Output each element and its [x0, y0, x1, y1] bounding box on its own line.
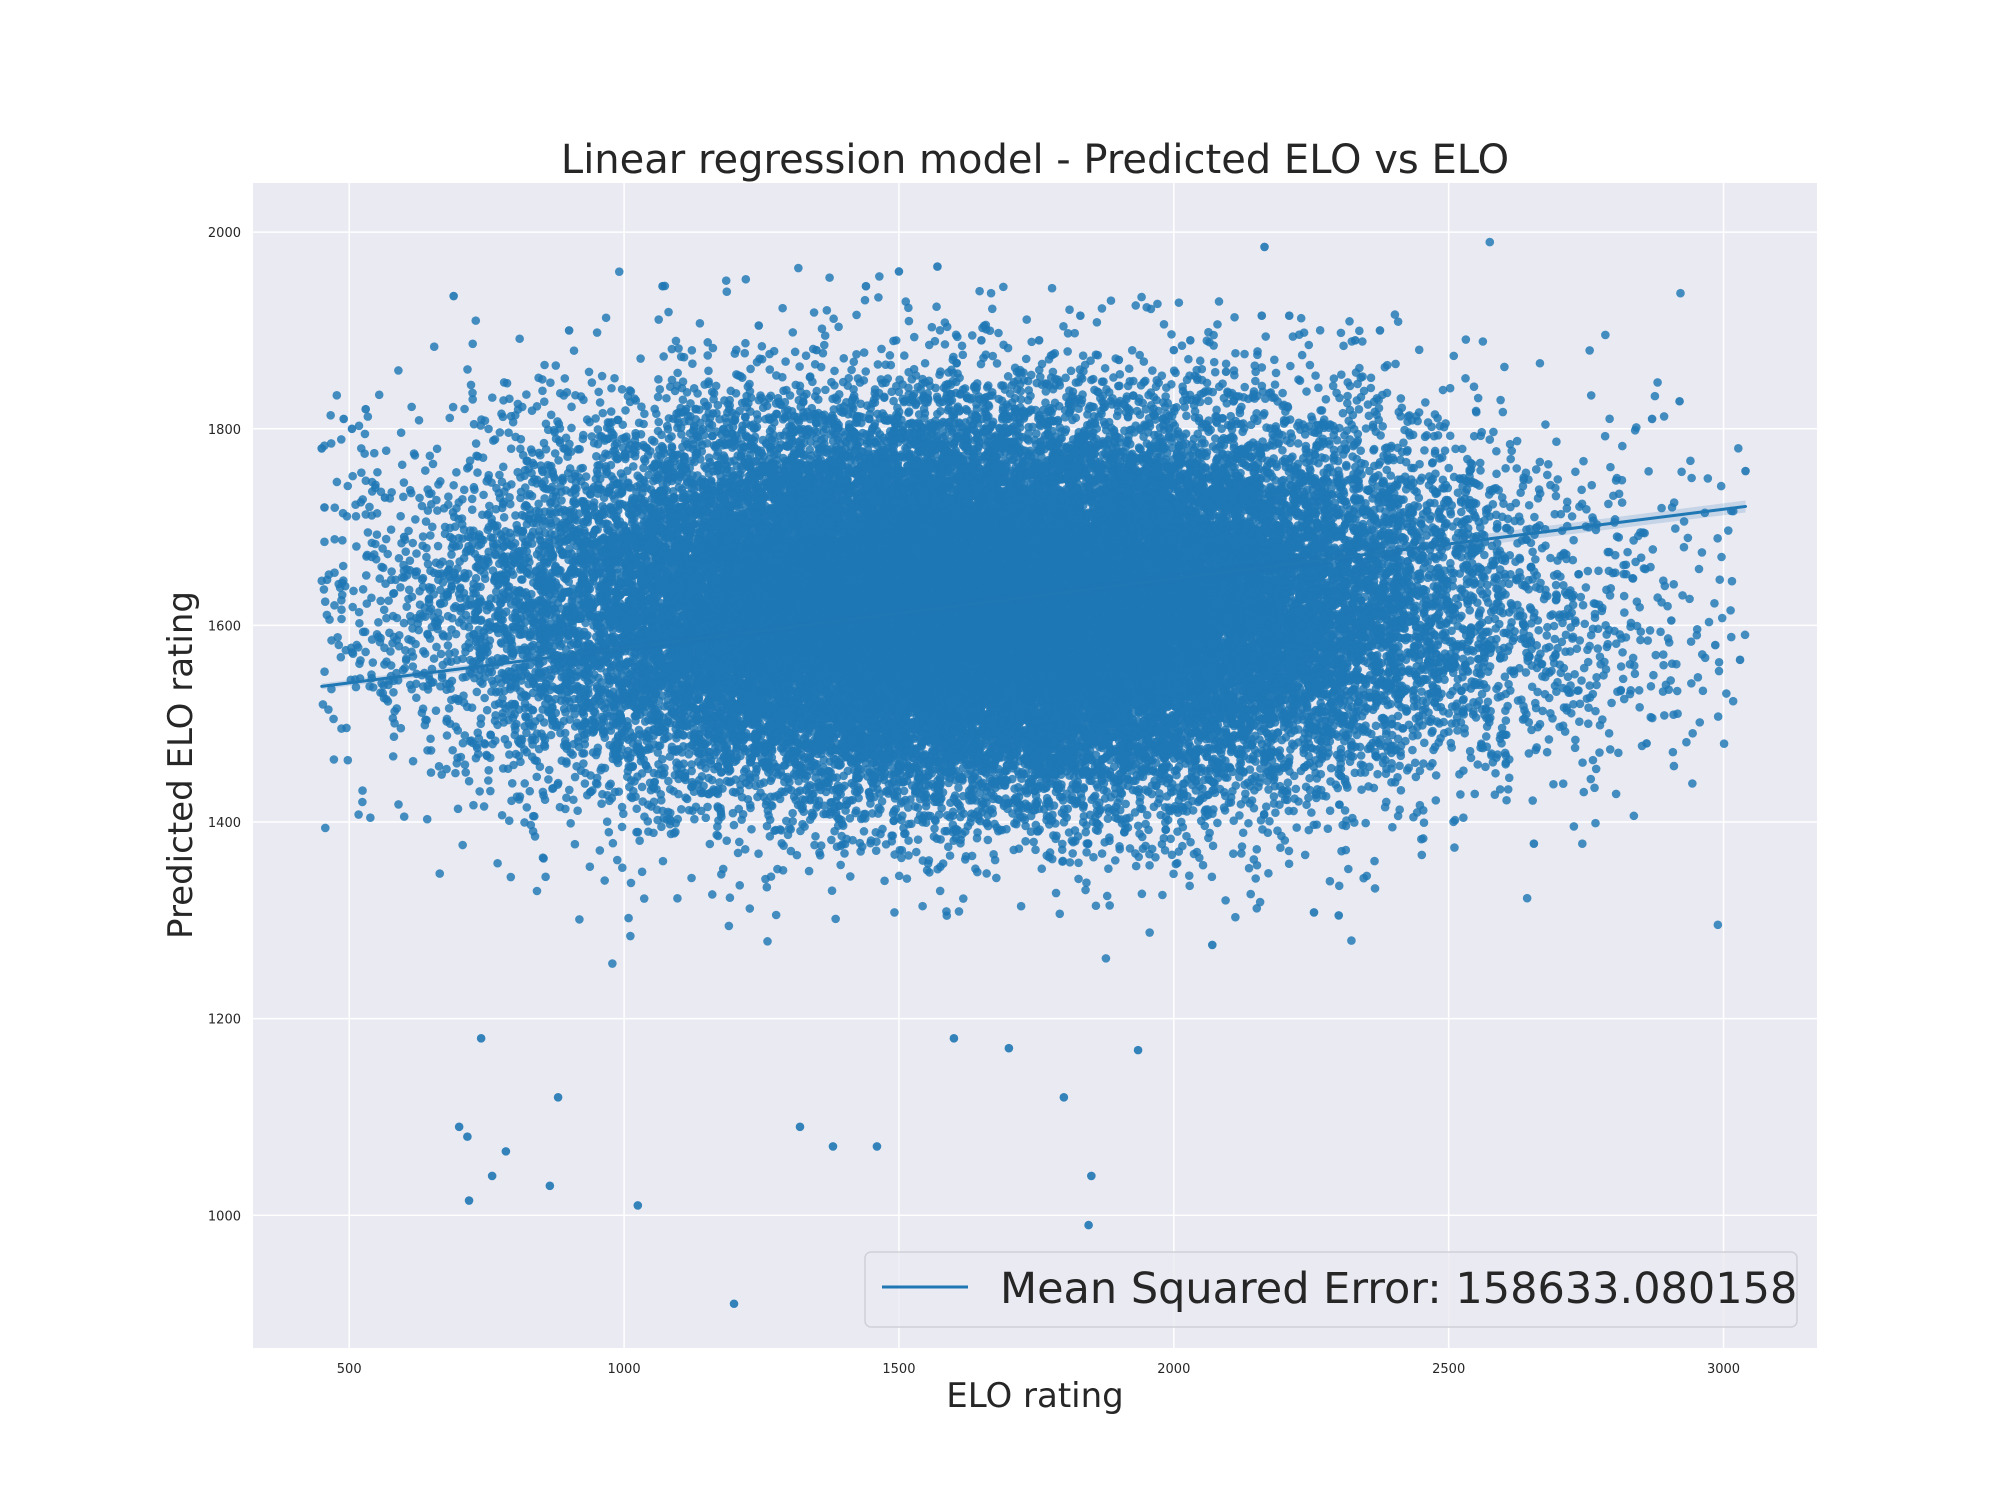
scatter-point [1366, 373, 1376, 383]
scatter-point [1636, 635, 1645, 645]
scatter-point [540, 795, 550, 805]
scatter-point [1296, 313, 1306, 323]
scatter-point [1478, 337, 1488, 346]
scatter-point [1649, 670, 1658, 680]
scatter-point [434, 480, 443, 489]
scatter-point [597, 371, 607, 381]
scatter-point [1238, 828, 1248, 838]
scatter-point [414, 415, 424, 425]
scatter-point [655, 385, 665, 394]
scatter-point [1606, 462, 1615, 472]
scatter-point [1336, 328, 1346, 338]
scatter-point [1607, 698, 1616, 708]
scatter-point [1576, 592, 1586, 602]
scatter-point [1541, 420, 1550, 429]
scatter-point [1264, 868, 1273, 878]
scatter-point [1619, 591, 1629, 601]
scatter-point [387, 567, 396, 576]
scatter-point [1583, 566, 1593, 576]
scatter-point [1185, 881, 1194, 891]
scatter-point [332, 391, 342, 400]
scatter-point [473, 468, 482, 477]
scatter-point [1544, 460, 1553, 469]
scatter-point [1419, 818, 1429, 827]
scatter-point [745, 379, 754, 389]
scatter-point [821, 385, 830, 395]
scatter-point [847, 365, 856, 375]
scatter-point [1388, 822, 1397, 832]
scatter-point [495, 428, 505, 437]
scatter-point [1124, 364, 1134, 373]
scatter-point [1698, 686, 1708, 696]
scatter-point [525, 786, 535, 796]
scatter-point [330, 568, 339, 577]
scatter-point [597, 799, 606, 809]
scatter-point [1605, 745, 1615, 754]
scatter-point [988, 351, 998, 361]
scatter-point [600, 876, 609, 885]
scatter-point [451, 768, 460, 778]
scatter-point [1255, 897, 1265, 907]
scatter-point [1552, 437, 1561, 447]
scatter-point [538, 787, 548, 797]
scatter-point [374, 390, 384, 400]
scatter-point [920, 358, 930, 368]
scatter-point [729, 820, 739, 830]
scatter-point [1231, 348, 1240, 358]
scatter-point [408, 538, 418, 548]
scatter-point [1687, 679, 1696, 688]
scatter-point [741, 274, 751, 284]
scatter-point [765, 365, 775, 374]
scatter-point [1578, 758, 1587, 767]
scatter-point [429, 654, 439, 663]
scatter-point [1292, 823, 1301, 832]
scatter-point [338, 561, 348, 571]
scatter-point [1587, 480, 1597, 490]
scatter-point [987, 304, 997, 314]
scatter-point [374, 618, 383, 627]
scatter-point [829, 314, 838, 324]
scatter-point [408, 662, 418, 671]
scatter-point [1352, 396, 1362, 405]
scatter-point [1579, 787, 1589, 797]
scatter-point [986, 288, 996, 298]
scatter-point [343, 481, 353, 491]
scatter-point [336, 652, 346, 662]
scatter-point [1714, 666, 1724, 676]
data-points [317, 237, 1750, 1309]
scatter-point [1559, 580, 1568, 590]
scatter-point [604, 827, 614, 837]
scatter-point [375, 574, 385, 583]
scatter-point [1577, 676, 1586, 685]
scatter-point [1148, 366, 1157, 375]
scatter-point [412, 549, 421, 558]
scatter-point [1485, 435, 1495, 444]
scatter-point [1450, 843, 1459, 852]
scatter-point [330, 534, 339, 544]
scatter-point [639, 894, 649, 903]
scatter-point [1534, 625, 1543, 635]
scatter-point [1022, 315, 1032, 324]
scatter-point [361, 571, 371, 580]
scatter-point [1221, 896, 1230, 905]
scatter-point [560, 374, 570, 383]
scatter-point [754, 849, 763, 858]
